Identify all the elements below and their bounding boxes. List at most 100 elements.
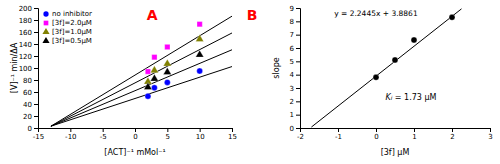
tick-mark xyxy=(296,8,300,9)
annotation: y = 2.2445x + 3.8861 xyxy=(334,9,418,18)
fit-line xyxy=(51,67,232,127)
tick: 6 xyxy=(290,45,300,53)
point xyxy=(196,50,204,57)
point xyxy=(163,59,171,66)
panel: -15-10-505101502040608010012014016018020… xyxy=(10,5,237,157)
legend-label: [3f]=1.0μM xyxy=(52,28,92,36)
tick: 120 xyxy=(19,53,38,61)
tick-mark xyxy=(296,61,300,62)
tick: 20 xyxy=(23,113,38,121)
tick-label: 0 xyxy=(374,133,378,141)
tick-mark xyxy=(232,128,233,132)
tick: 1 xyxy=(290,111,300,119)
tick-mark xyxy=(296,35,300,36)
point xyxy=(144,83,152,90)
tick-mark xyxy=(200,128,201,132)
tick-label: 120 xyxy=(19,53,32,61)
tick-label: -2 xyxy=(297,133,304,141)
point xyxy=(152,55,157,60)
tick-mark xyxy=(296,21,300,22)
point xyxy=(164,79,170,85)
tick-label: 1 xyxy=(290,111,294,119)
tick: 1 xyxy=(412,128,416,141)
tick-label: 200 xyxy=(19,5,32,13)
tick: 0 xyxy=(374,128,378,141)
tick: 3 xyxy=(488,128,492,141)
tick-mark xyxy=(34,116,38,117)
tick-label: 5 xyxy=(166,133,170,141)
point xyxy=(392,57,398,63)
tick: 40 xyxy=(23,101,38,109)
annotation: Ki = 1.73 μM xyxy=(386,93,437,102)
tick-mark xyxy=(34,128,38,129)
axis-line xyxy=(34,9,39,129)
point xyxy=(145,69,150,74)
tick: 160 xyxy=(19,29,38,37)
tick-mark xyxy=(34,20,38,21)
tick: 15 xyxy=(228,128,237,141)
chart: -15-10-505101502040608010012014016018020… xyxy=(0,0,500,164)
tick-mark xyxy=(34,32,38,33)
tick-label: 20 xyxy=(23,113,32,121)
axis-line xyxy=(39,129,233,133)
tick: 9 xyxy=(290,5,300,13)
point xyxy=(196,35,204,42)
point xyxy=(151,85,157,91)
point xyxy=(145,93,151,99)
y-axis: 0123456789 xyxy=(290,5,301,133)
x-axis: -15-10-5051015 xyxy=(33,128,237,141)
legend-label: no inhibitor xyxy=(52,10,92,18)
tick-label: 5 xyxy=(290,58,294,66)
point xyxy=(163,68,171,75)
tick: 0 xyxy=(290,125,300,133)
point xyxy=(449,14,455,20)
tick-label: 140 xyxy=(19,41,32,49)
tick-mark xyxy=(34,68,38,69)
y-axis: 020406080100120140160180200 xyxy=(19,5,39,133)
tick-mark xyxy=(34,8,38,9)
tick-mark xyxy=(135,128,136,132)
tick-label: 80 xyxy=(23,77,32,85)
tick-label: 6 xyxy=(290,45,295,53)
tick-label: 160 xyxy=(19,29,32,37)
tick: 0 xyxy=(28,125,38,133)
legend-marker xyxy=(43,11,48,16)
tick: 2 xyxy=(450,128,454,141)
axis-line xyxy=(301,129,491,133)
axis-line xyxy=(296,9,301,129)
tick: 7 xyxy=(290,31,300,39)
tick-mark xyxy=(296,115,300,116)
fit-line xyxy=(311,9,461,127)
fit-line xyxy=(51,33,232,126)
tick-label: 1 xyxy=(412,133,416,141)
tick-mark xyxy=(490,128,491,132)
tick-mark xyxy=(296,48,300,49)
tick: -1 xyxy=(335,128,342,141)
fit-line xyxy=(51,16,232,126)
legend-marker xyxy=(42,28,49,34)
tick: 100 xyxy=(19,65,38,73)
tick-mark xyxy=(296,75,300,76)
point xyxy=(197,68,203,74)
tick-mark xyxy=(452,128,453,132)
point xyxy=(150,66,158,73)
tick-mark xyxy=(103,128,104,132)
y-axis-title: [V]⁻¹ min/ΔA xyxy=(10,42,19,93)
tick-label: 60 xyxy=(23,89,32,97)
legend: no inhibitor[3f]=2.0μM[3f]=1.0μM[3f]=0.5… xyxy=(42,10,92,45)
tick-mark xyxy=(34,56,38,57)
tick-mark xyxy=(296,128,300,129)
tick-mark xyxy=(296,101,300,102)
tick-label: 3 xyxy=(488,133,492,141)
tick: 80 xyxy=(23,77,38,85)
tick: 140 xyxy=(19,41,38,49)
tick: 0 xyxy=(133,128,137,141)
tick-label: -1 xyxy=(335,133,342,141)
point xyxy=(165,44,170,49)
tick-label: -10 xyxy=(65,133,76,141)
tick-label: 15 xyxy=(228,133,237,141)
tick-mark xyxy=(34,92,38,93)
tick-label: 3 xyxy=(290,85,294,93)
tick-label: 2 xyxy=(290,98,294,106)
legend-marker xyxy=(44,21,49,26)
